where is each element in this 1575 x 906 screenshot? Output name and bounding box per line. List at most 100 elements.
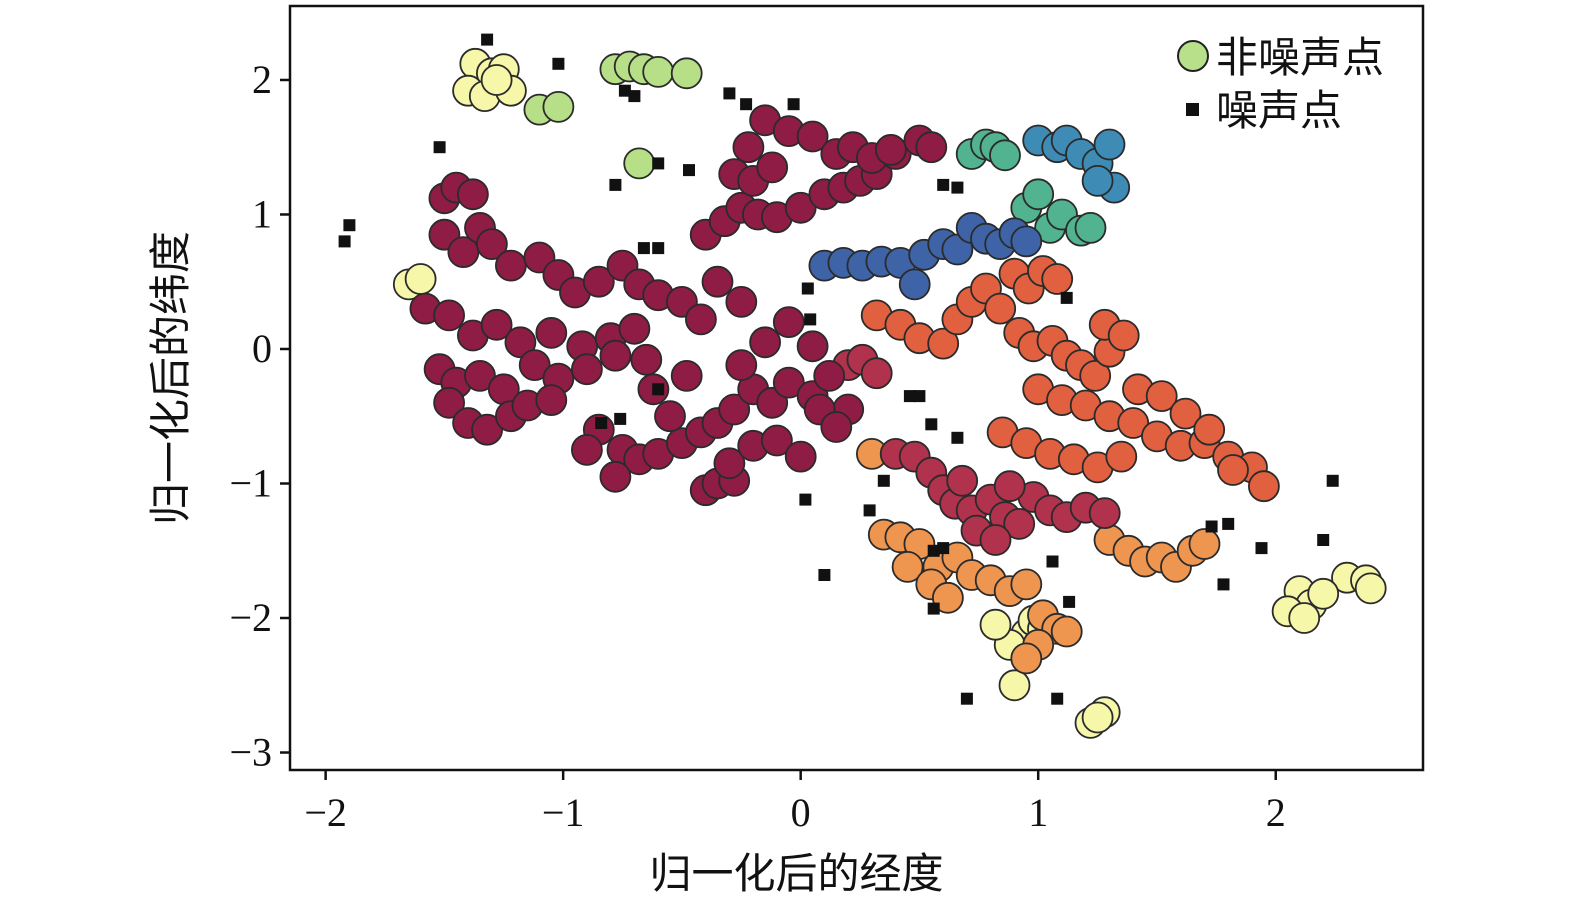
non-noise-point xyxy=(630,343,663,376)
noise-point xyxy=(927,602,940,615)
y-tick-label: −2 xyxy=(229,595,272,640)
non-noise-point xyxy=(820,411,853,443)
x-tick-label: −2 xyxy=(304,790,347,835)
non-noise-point xyxy=(599,460,632,493)
non-noise-point xyxy=(749,326,781,359)
noise-point xyxy=(595,417,608,429)
x-axis-title: 归一化后的经度 xyxy=(649,849,943,898)
legend-label-non-noise: 非噪声点 xyxy=(1216,33,1384,82)
noise-point xyxy=(338,235,351,248)
non-noise-point xyxy=(471,413,504,446)
noise-point xyxy=(1222,517,1235,530)
noise-point xyxy=(1317,534,1330,546)
non-noise-point xyxy=(1010,225,1043,258)
noise-point xyxy=(927,544,940,557)
y-tick-label: −3 xyxy=(229,730,272,775)
non-noise-point xyxy=(784,440,817,473)
legend-label-noise: 噪声点 xyxy=(1216,86,1342,135)
non-noise-point xyxy=(1050,615,1083,648)
non-noise-point xyxy=(1169,397,1202,430)
noise-point xyxy=(637,242,650,255)
x-tick-label: −1 xyxy=(542,790,585,835)
noise-point xyxy=(799,493,812,506)
non-noise-point xyxy=(875,133,907,166)
noise-point xyxy=(652,157,665,170)
non-noise-point xyxy=(932,581,964,614)
non-noise-point xyxy=(860,357,893,390)
non-noise-point xyxy=(642,56,675,88)
x-tick-label: 2 xyxy=(1266,790,1286,835)
non-noise-point xyxy=(946,464,979,497)
non-noise-point xyxy=(1354,572,1387,605)
non-noise-point xyxy=(1117,407,1150,439)
non-noise-point xyxy=(535,384,568,417)
y-tick-label: 2 xyxy=(252,57,272,102)
non-noise-point xyxy=(989,139,1021,172)
non-noise-point xyxy=(494,249,527,282)
non-noise-point xyxy=(475,228,508,261)
non-noise-point xyxy=(1188,528,1221,560)
noise-point xyxy=(801,282,814,295)
x-tick-label: 0 xyxy=(791,790,811,835)
axis-ticks: −2 −1 0 1 2 −3 −2 −1 0 1 2 xyxy=(229,57,1285,835)
legend-circle-marker xyxy=(1177,40,1209,72)
non-noise-point xyxy=(433,386,466,419)
noise-point xyxy=(787,98,800,111)
noise-point xyxy=(740,98,753,111)
non-noise-point xyxy=(796,120,829,153)
non-noise-point xyxy=(542,91,575,123)
noise-point xyxy=(552,57,565,70)
noise-point xyxy=(481,33,494,46)
non-noise-point xyxy=(713,447,746,480)
non-noise-point xyxy=(654,400,686,433)
non-noise-point xyxy=(772,306,805,339)
non-noise-point xyxy=(701,265,734,298)
noise-point xyxy=(937,178,950,191)
noise-point xyxy=(1046,555,1059,568)
non-noise-point xyxy=(1041,263,1074,295)
non-noise-point xyxy=(1107,319,1140,352)
noise-point xyxy=(609,178,622,191)
noise-point xyxy=(1060,291,1073,304)
non-noise-point xyxy=(1248,470,1280,503)
non-noise-point xyxy=(1081,164,1114,197)
noise-point xyxy=(628,90,641,103)
non-noise-point xyxy=(1193,413,1226,446)
y-tick-label: 0 xyxy=(252,326,272,371)
non-noise-point xyxy=(813,359,846,392)
non-noise-point xyxy=(725,349,758,382)
legend-square-marker xyxy=(1186,103,1199,116)
non-noise-point xyxy=(1307,577,1340,610)
noise-point xyxy=(1051,692,1064,705)
legend: 非噪声点 噪声点 xyxy=(1177,33,1384,135)
y-axis-title: 归一化后的纬度 xyxy=(146,231,195,525)
non-noise-point xyxy=(979,524,1012,556)
non-noise-point xyxy=(480,64,513,96)
non-noise-point xyxy=(772,366,805,399)
non-noise-point xyxy=(1022,178,1055,211)
non-noise-point xyxy=(571,433,603,466)
non-noise-point xyxy=(535,316,568,349)
non-noise-point xyxy=(456,178,489,211)
non-noise-point xyxy=(796,330,829,363)
non-noise-point xyxy=(504,326,537,359)
non-noise-point xyxy=(718,393,751,426)
non-noise-point xyxy=(1074,211,1107,244)
noise-point xyxy=(1217,578,1230,591)
non-noise-point xyxy=(891,551,924,583)
noise-point xyxy=(951,181,964,194)
plot-frame xyxy=(288,4,1425,772)
non-noise-point xyxy=(670,57,703,90)
non-noise-point xyxy=(1288,602,1321,634)
non-noise-point xyxy=(1217,454,1249,486)
non-noise-point xyxy=(599,339,632,372)
noise-point xyxy=(937,542,950,555)
non-noise-point xyxy=(404,263,437,295)
non-noise-point xyxy=(993,470,1026,503)
non-noise-point xyxy=(571,353,603,386)
non-noise-point xyxy=(725,285,758,318)
non-noise-point xyxy=(984,292,1017,325)
noise-point xyxy=(903,390,916,403)
non-noise-point xyxy=(618,312,651,345)
